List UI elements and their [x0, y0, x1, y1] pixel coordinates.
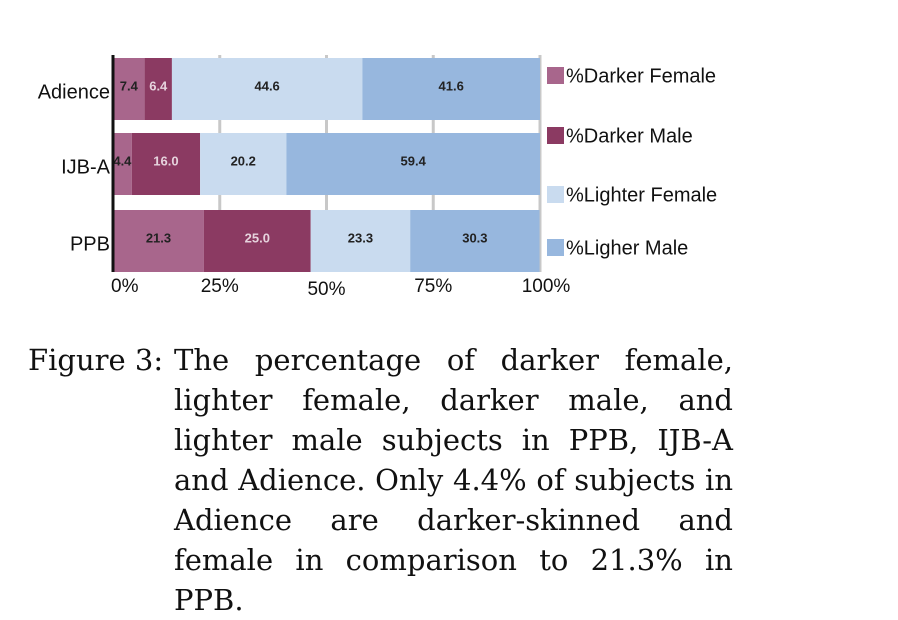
data-label: 16.0: [153, 153, 178, 168]
data-label: 21.3: [146, 230, 171, 245]
bar-segment: [203, 210, 311, 272]
category-label: PPB: [70, 233, 110, 255]
data-label: 30.3: [462, 230, 487, 245]
bar-segment: [410, 210, 540, 272]
data-label: 7.4: [120, 78, 139, 93]
x-tick-label: 0%: [111, 276, 139, 297]
x-tick-label: 50%: [307, 279, 345, 300]
bar-segment: [310, 210, 411, 272]
legend-swatch: [547, 186, 564, 203]
x-tick-label: 25%: [201, 276, 239, 297]
bar-segment: [113, 210, 204, 272]
stacked-bar-chart: 7.4 6.4 44.6 41.6 Adience 4.4 16.0 20.2 59.4 IJB-…: [38, 55, 717, 300]
legend-swatch: [547, 127, 564, 144]
bar-segment: [171, 58, 363, 120]
bar-segment: [200, 133, 287, 195]
legend-label: %Darker Male: [566, 125, 693, 147]
bar-segment: [286, 133, 540, 195]
data-label: 6.4: [149, 78, 168, 93]
x-tick-label: 75%: [414, 276, 452, 297]
category-label: IJB-A: [61, 156, 111, 178]
data-label: 20.2: [231, 153, 256, 168]
caption-label: Figure 3:: [28, 343, 164, 377]
data-label: 23.3: [348, 230, 373, 245]
bar-segment: [131, 133, 201, 195]
legend-swatch: [547, 67, 564, 84]
legend-label: %Ligher Male: [566, 237, 688, 259]
data-label: 44.6: [254, 78, 279, 93]
figure-caption: Figure 3: The percentage of darker femal…: [28, 340, 733, 620]
legend-swatch: [547, 239, 564, 256]
bar-segment: [113, 58, 145, 120]
data-label: 4.4: [113, 153, 132, 168]
legend-label: %Darker Female: [566, 65, 716, 87]
bar-segment: [144, 58, 172, 120]
bar-segment: [362, 58, 540, 120]
data-label: 59.4: [401, 153, 427, 168]
data-label: 25.0: [245, 230, 270, 245]
x-tick-label: 100%: [522, 276, 571, 297]
bar-segment: [113, 133, 132, 195]
caption-text: The percentage of darker female, lighter…: [174, 343, 733, 617]
data-label: 41.6: [439, 78, 464, 93]
category-label: Adience: [38, 81, 110, 103]
legend-label: %Lighter Female: [566, 184, 717, 206]
